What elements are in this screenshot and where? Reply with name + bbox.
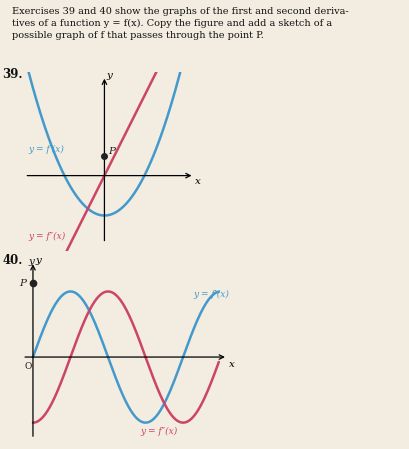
Text: 39.: 39. [2, 68, 23, 81]
Text: Exercises 39 and 40 show the graphs of the first and second deriva-
tives of a f: Exercises 39 and 40 show the graphs of t… [12, 7, 349, 40]
Text: y = f″(x): y = f″(x) [29, 232, 66, 242]
Text: y = f′(x): y = f′(x) [29, 145, 64, 154]
Text: y: y [29, 257, 34, 266]
Text: y: y [106, 71, 112, 80]
Text: x: x [195, 177, 201, 186]
Text: 40.: 40. [2, 254, 23, 267]
Text: x: x [229, 360, 234, 369]
Text: y: y [35, 256, 41, 265]
Text: O: O [24, 362, 31, 371]
Text: P: P [108, 147, 115, 156]
Text: y = f′(x): y = f′(x) [194, 290, 230, 299]
Text: y = f″(x): y = f″(x) [140, 427, 178, 436]
Text: P: P [19, 279, 26, 288]
